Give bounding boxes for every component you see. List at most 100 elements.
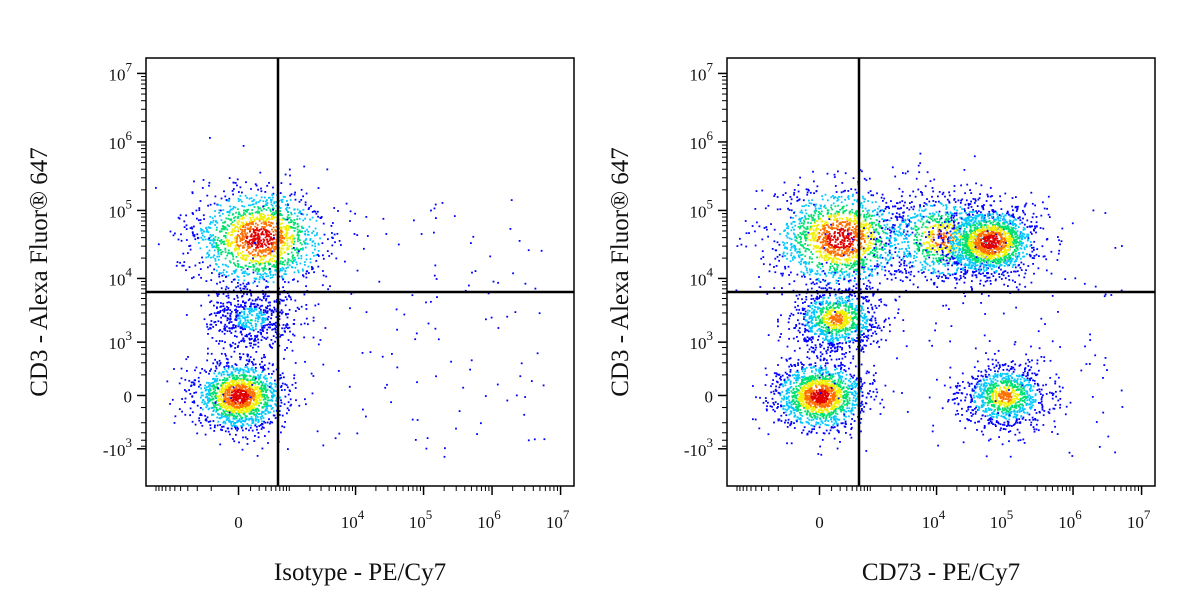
event-dot xyxy=(834,205,837,208)
event-dot xyxy=(238,248,240,251)
event-dot xyxy=(833,269,836,272)
event-dot xyxy=(287,227,290,229)
event-dot xyxy=(868,244,870,247)
event-dot xyxy=(253,406,256,409)
event-dot xyxy=(274,255,277,258)
event-dot xyxy=(287,327,289,330)
event-dot xyxy=(853,212,856,215)
event-dot xyxy=(224,257,227,260)
event-dot xyxy=(878,264,881,267)
event-dot xyxy=(240,374,243,376)
event-dot xyxy=(815,234,817,236)
event-dot xyxy=(239,244,242,247)
event-dot xyxy=(231,233,233,236)
event-dot xyxy=(831,195,834,197)
y-tick-label: 104 xyxy=(109,264,133,289)
event-dot xyxy=(241,368,244,371)
event-dot xyxy=(233,424,236,427)
event-dot xyxy=(239,287,242,290)
event-dot xyxy=(275,265,278,267)
event-dot xyxy=(263,368,266,371)
event-dot xyxy=(233,393,236,395)
event-dot xyxy=(228,225,231,227)
event-dot xyxy=(213,254,215,257)
event-dot xyxy=(250,338,252,341)
event-dot xyxy=(208,390,210,393)
event-dot xyxy=(830,213,833,215)
event-dot xyxy=(193,235,196,238)
event-dot xyxy=(206,405,209,407)
event-dot xyxy=(260,250,263,252)
event-dot xyxy=(814,272,817,275)
event-dot xyxy=(838,246,841,249)
event-dot xyxy=(784,229,786,232)
event-dot xyxy=(474,270,477,272)
event-dot xyxy=(189,227,192,229)
event-dot xyxy=(267,214,269,217)
event-dot xyxy=(218,359,221,362)
event-dot xyxy=(291,242,293,244)
event-dot xyxy=(800,209,803,212)
event-dot xyxy=(861,195,864,198)
event-dot xyxy=(253,404,255,406)
event-dot xyxy=(243,395,245,398)
event-dot xyxy=(275,210,277,212)
event-dot xyxy=(279,374,282,376)
event-dot xyxy=(190,226,193,229)
event-dot xyxy=(859,213,862,216)
event-dot xyxy=(805,283,808,286)
event-dot xyxy=(229,309,232,311)
event-dot xyxy=(867,279,870,282)
event-dot xyxy=(263,317,266,320)
event-dot xyxy=(230,385,233,388)
event-dot xyxy=(266,395,269,398)
event-dot xyxy=(898,187,901,190)
event-dot xyxy=(274,269,276,272)
event-dot xyxy=(220,242,223,245)
event-dot xyxy=(278,414,281,416)
event-dot xyxy=(246,366,249,368)
event-dot xyxy=(219,408,222,410)
event-dot xyxy=(258,262,260,265)
event-dot xyxy=(832,248,835,250)
event-dot xyxy=(241,388,244,391)
event-dot xyxy=(235,237,237,240)
event-dot xyxy=(855,220,858,222)
event-dot xyxy=(253,218,256,221)
event-dot xyxy=(862,210,864,213)
event-dot xyxy=(245,224,247,226)
event-dot xyxy=(235,305,238,308)
event-dot xyxy=(869,259,872,262)
event-dot xyxy=(244,235,247,237)
event-dot xyxy=(244,389,247,392)
event-dot xyxy=(221,429,223,431)
event-dot xyxy=(801,275,803,278)
event-dot xyxy=(256,260,258,262)
event-dot xyxy=(836,239,838,241)
event-dot xyxy=(265,209,268,211)
event-dot xyxy=(250,294,253,297)
event-dot xyxy=(286,261,289,264)
event-dot xyxy=(227,417,230,420)
event-dot xyxy=(831,271,834,273)
event-dot xyxy=(283,299,285,302)
event-dot xyxy=(824,207,827,209)
event-dot xyxy=(250,188,252,190)
event-dot xyxy=(250,406,253,408)
event-dot xyxy=(792,217,794,219)
event-dot xyxy=(262,293,265,295)
event-dot xyxy=(251,250,254,253)
event-dot xyxy=(238,236,241,239)
event-dot xyxy=(218,371,221,374)
event-dot xyxy=(242,353,245,356)
event-dot xyxy=(250,303,252,306)
event-dot xyxy=(317,187,320,189)
event-dot xyxy=(248,397,251,400)
event-dot xyxy=(251,299,254,302)
event-dot xyxy=(290,341,292,343)
event-dot xyxy=(846,258,848,261)
event-dot xyxy=(252,346,254,349)
event-dot xyxy=(259,255,262,258)
event-dot xyxy=(815,279,817,281)
event-dot xyxy=(268,399,271,402)
